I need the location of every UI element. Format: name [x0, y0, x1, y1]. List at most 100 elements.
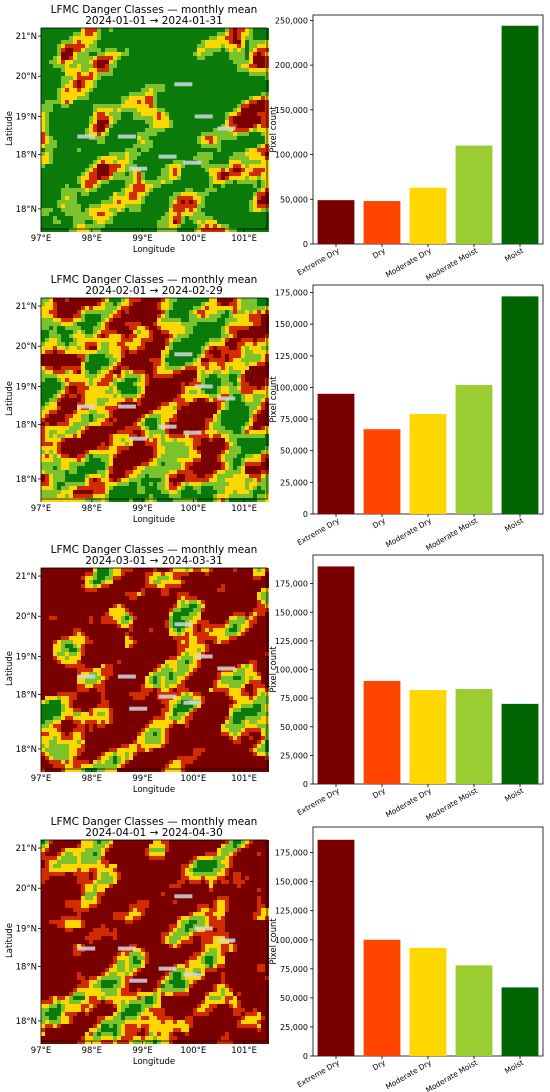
place-label-marker — [174, 622, 193, 627]
bar-y-tick-label: 50,000 — [280, 994, 308, 1003]
map-y-tick-label: 19°N — [16, 652, 37, 662]
place-label-marker — [183, 160, 202, 165]
bar-moist — [501, 987, 539, 1056]
bar-y-tick-label: 175,000 — [275, 849, 308, 858]
place-label-marker — [183, 972, 202, 977]
map-x-axis-label: Longitude — [133, 785, 175, 795]
map-x-tick-label: 101°E — [231, 774, 257, 784]
bar-dry — [363, 939, 401, 1056]
map-x-tick-label: 98°E — [82, 234, 102, 244]
bar-y-tick-label: 125,000 — [275, 907, 308, 916]
place-label-marker — [217, 126, 236, 131]
map-y-tick-label: 21°N — [16, 844, 37, 854]
place-label-marker — [174, 82, 193, 87]
map-x-tick-label: 101°E — [231, 504, 257, 514]
bar-dry — [363, 429, 401, 514]
place-label-marker — [183, 430, 202, 435]
map-x-axis-label: Longitude — [133, 245, 175, 255]
map-x-axis-label: Longitude — [133, 515, 175, 525]
place-label-marker — [174, 894, 193, 899]
bar-y-tick-label: 100,000 — [275, 936, 308, 945]
bar-y-tick-label: 50,000 — [280, 723, 308, 732]
map-x-tick-label: 101°E — [231, 1046, 257, 1056]
map-frame — [40, 567, 268, 770]
bar-x-tick-label: Dry — [371, 246, 388, 261]
bar-y-tick-label: 100,000 — [275, 151, 308, 160]
place-label-marker — [77, 946, 96, 951]
place-label-marker — [129, 706, 148, 711]
map-y-tick-label: 18°N — [16, 963, 37, 973]
map-frame — [40, 839, 268, 1042]
map-frame — [40, 27, 268, 230]
place-label-marker — [117, 404, 136, 409]
bar-x-tick-label: Dry — [371, 1058, 388, 1073]
bar-y-tick-label: 100,000 — [275, 383, 308, 392]
bar-y-axis-label: Pixel count — [269, 646, 279, 693]
bar-moderate-dry — [409, 690, 447, 784]
map-y-tick-label: 18°N — [16, 745, 37, 755]
bar-moderate-moist — [455, 965, 493, 1056]
map-x-tick-label: 99°E — [132, 234, 152, 244]
map-subtitle: 2024-04-01 → 2024-04-30 — [85, 827, 223, 839]
map-x-tick-label: 100°E — [180, 774, 206, 784]
bar-x-tick-label: Moderate Moist — [424, 1058, 479, 1092]
bar-moderate-dry — [409, 414, 447, 514]
map-subtitle: 2024-01-01 → 2024-01-31 — [85, 15, 223, 27]
bar-x-tick-label: Extreme Dry — [296, 1058, 342, 1090]
bar-y-tick-label: 50,000 — [280, 195, 308, 204]
place-label-marker — [217, 396, 236, 401]
place-label-marker — [129, 436, 148, 441]
map-y-axis-label: Latitude — [5, 111, 15, 146]
map-x-tick-label: 100°E — [180, 234, 206, 244]
bar-y-axis-label: Pixel count — [269, 376, 279, 423]
bar-y-tick-label: 200,000 — [275, 61, 308, 70]
place-label-marker — [158, 154, 177, 159]
bar-x-tick-label: Dry — [371, 786, 388, 801]
map-x-tick-label: 99°E — [132, 774, 152, 784]
map-y-tick-label: 18°N — [16, 205, 37, 215]
bar-y-tick-label: 0 — [303, 780, 308, 789]
bar-y-tick-label: 125,000 — [275, 352, 308, 361]
map-y-tick-label: 19°N — [16, 924, 37, 934]
map-x-tick-label: 98°E — [82, 504, 102, 514]
bar-x-tick-label: Moist — [503, 1058, 525, 1076]
bar-y-tick-label: 0 — [303, 240, 308, 249]
place-label-marker — [77, 404, 96, 409]
place-label-marker — [117, 946, 136, 951]
bar-y-tick-label: 125,000 — [275, 637, 308, 646]
place-label-marker — [194, 654, 213, 659]
bar-y-tick-label: 25,000 — [280, 751, 308, 760]
bar-x-tick-label: Moist — [503, 516, 525, 534]
place-label-marker — [217, 666, 236, 671]
map-x-tick-label: 99°E — [132, 504, 152, 514]
map-y-tick-label: 18°N — [16, 151, 37, 161]
bar-y-tick-label: 175,000 — [275, 289, 308, 298]
bar-dry — [363, 201, 401, 244]
place-label-marker — [77, 674, 96, 679]
place-label-marker — [117, 134, 136, 139]
bar-moist — [501, 25, 539, 244]
place-label-marker — [194, 926, 213, 931]
map-x-tick-label: 97°E — [31, 504, 51, 514]
place-label-marker — [158, 966, 177, 971]
place-label-marker — [194, 384, 213, 389]
bar-y-axis-label: Pixel count — [269, 106, 279, 153]
bar-extreme-dry — [317, 200, 355, 244]
map-y-tick-label: 21°N — [16, 32, 37, 42]
map-subtitle: 2024-02-01 → 2024-02-29 — [85, 285, 223, 297]
place-label-marker — [77, 134, 96, 139]
map-y-tick-label: 18°N — [16, 475, 37, 485]
map-y-tick-label: 19°N — [16, 112, 37, 122]
place-label-marker — [174, 352, 193, 357]
map-y-tick-label: 20°N — [16, 612, 37, 622]
place-label-marker — [194, 114, 213, 119]
map-y-tick-label: 18°N — [16, 421, 37, 431]
map-x-tick-label: 98°E — [82, 774, 102, 784]
bar-x-tick-label: Moderate Moist — [424, 786, 479, 823]
bar-moderate-moist — [455, 688, 493, 784]
bar-y-tick-label: 0 — [303, 1052, 308, 1061]
bar-y-tick-label: 150,000 — [275, 608, 308, 617]
bar-y-tick-label: 175,000 — [275, 580, 308, 589]
map-y-tick-label: 18°N — [16, 691, 37, 701]
